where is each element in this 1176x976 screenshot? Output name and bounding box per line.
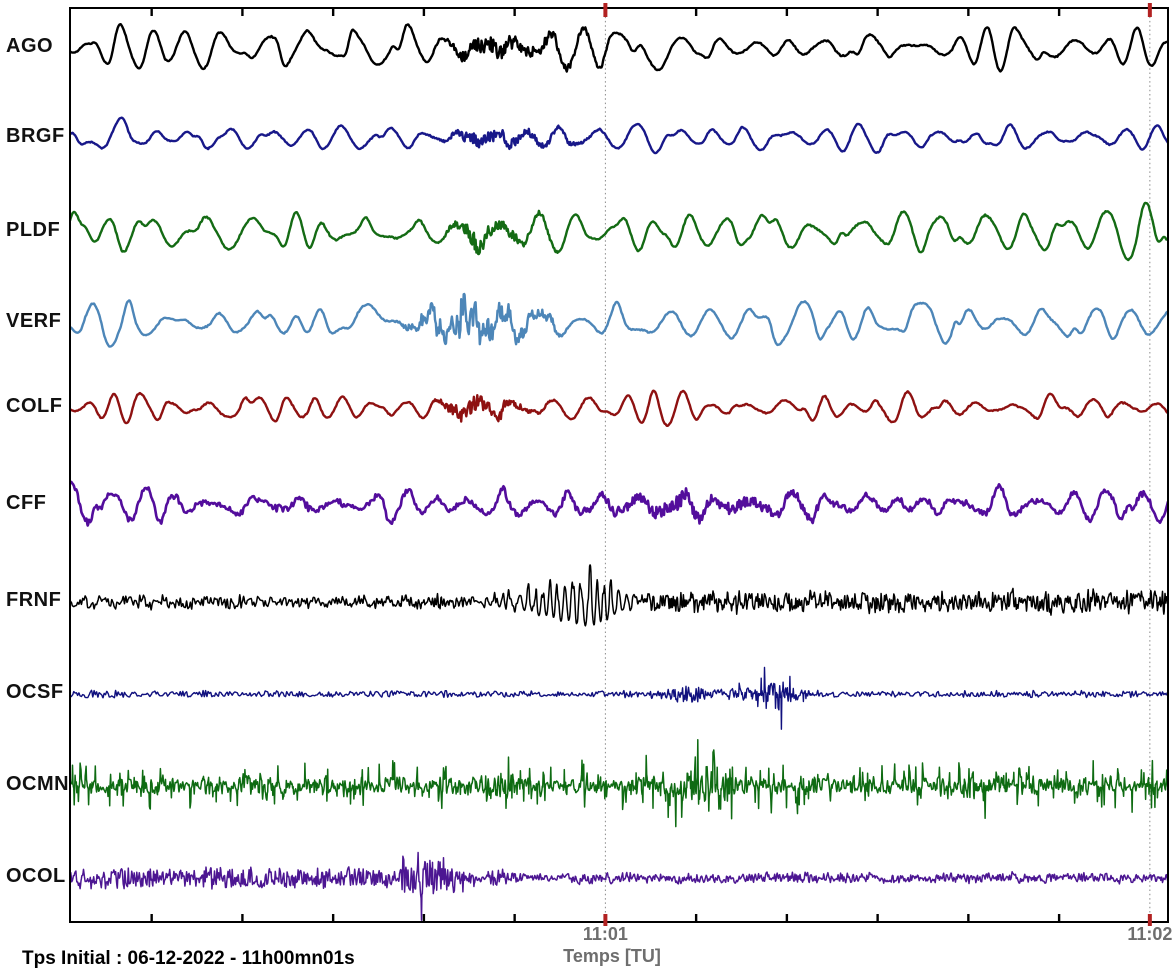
station-label-COLF: COLF (6, 395, 63, 417)
trace-COLF (70, 389, 1168, 427)
plot-frame (69, 7, 1169, 923)
station-label-OCOL: OCOL (6, 865, 66, 887)
station-label-VERF: VERF (6, 310, 62, 332)
trace-FRNF (70, 564, 1168, 627)
time-label-11:02: 11:02 (1127, 924, 1173, 944)
station-label-CFF: CFF (6, 492, 47, 514)
station-label-OCMN: OCMN (6, 773, 70, 795)
trace-OCSF (70, 666, 1168, 730)
x-axis-title: Temps [TU] (563, 946, 661, 966)
trace-OCOL (70, 851, 1168, 921)
trace-OCMN (70, 738, 1168, 828)
station-label-OCSF: OCSF (6, 681, 64, 703)
station-label-PLDF: PLDF (6, 219, 61, 241)
trace-VERF (70, 292, 1168, 348)
station-label-FRNF: FRNF (6, 589, 62, 611)
start-time-caption: Tps Initial : 06-12-2022 - 11h00mn01s (22, 948, 355, 969)
trace-CFF (70, 480, 1168, 527)
trace-BRGF (70, 116, 1168, 155)
time-label-11:01: 11:01 (582, 924, 628, 944)
trace-PLDF (70, 201, 1168, 262)
station-label-BRGF: BRGF (6, 125, 65, 147)
trace-AGO (70, 23, 1168, 73)
station-label-AGO: AGO (6, 35, 54, 57)
